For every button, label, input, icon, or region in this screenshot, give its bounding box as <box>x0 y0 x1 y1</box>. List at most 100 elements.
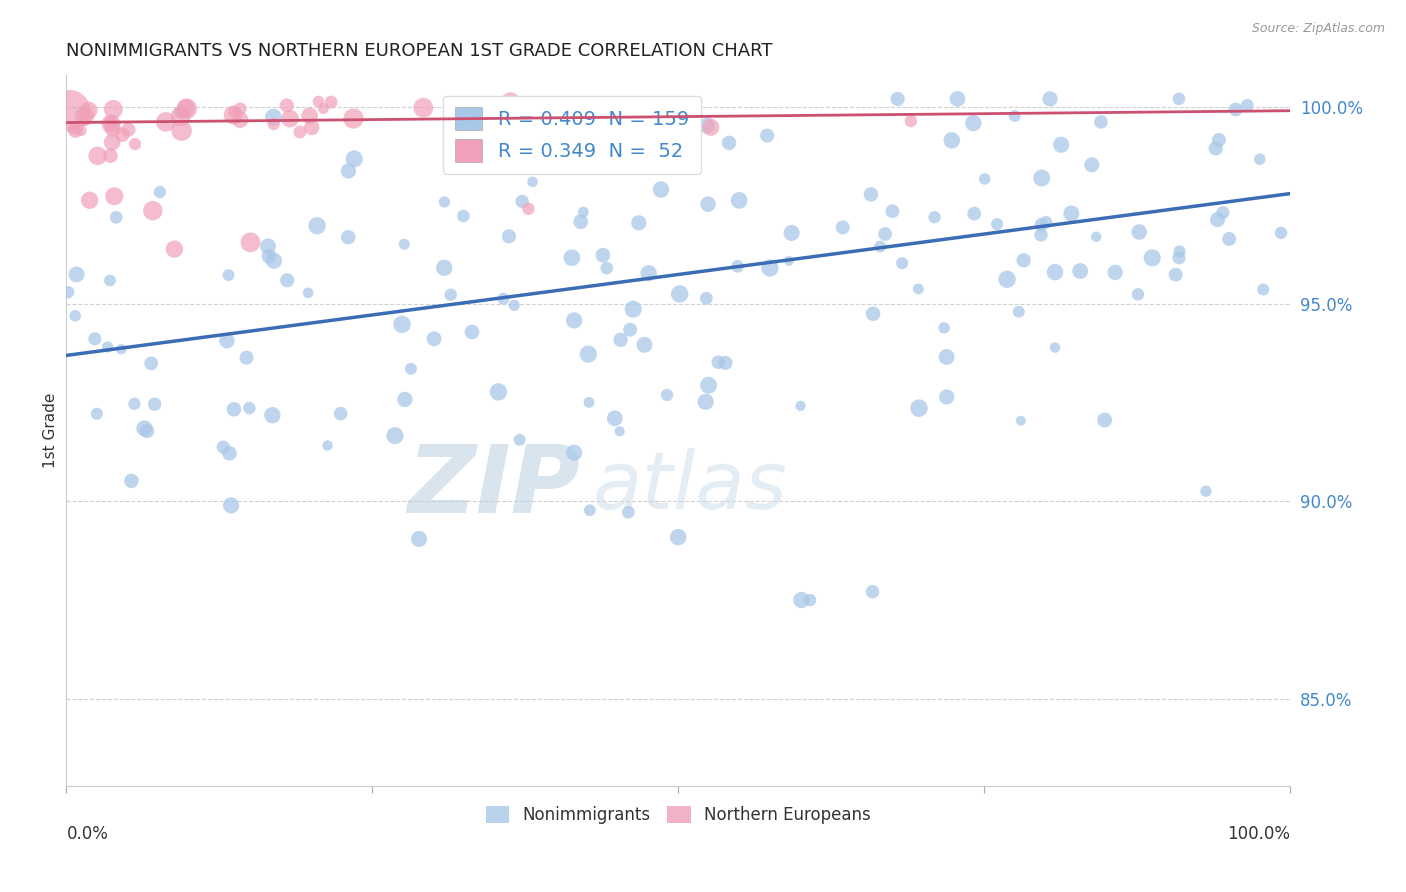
Point <box>603 411 626 425</box>
Point <box>1008 304 1031 318</box>
Point <box>224 105 246 120</box>
Point <box>621 119 644 133</box>
Point <box>1031 218 1053 232</box>
Point <box>627 216 650 230</box>
Point <box>170 123 193 137</box>
Point <box>934 321 956 335</box>
Point <box>1010 414 1032 428</box>
Point <box>172 107 194 121</box>
Point <box>298 109 321 123</box>
Point <box>215 334 238 348</box>
Point <box>307 95 329 109</box>
Point <box>142 203 165 218</box>
Point <box>1168 244 1191 259</box>
Legend: Nonimmigrants, Northern Europeans: Nonimmigrants, Northern Europeans <box>479 799 877 830</box>
Point <box>433 260 456 275</box>
Point <box>1164 268 1187 282</box>
Point <box>73 113 96 128</box>
Point <box>530 103 553 118</box>
Point <box>297 285 319 300</box>
Point <box>924 210 946 224</box>
Point <box>995 272 1018 286</box>
Point <box>1081 158 1104 172</box>
Point <box>655 388 678 402</box>
Point <box>1168 92 1191 106</box>
Point <box>697 197 720 211</box>
Point <box>312 102 335 116</box>
Text: ZIP: ZIP <box>408 442 581 533</box>
Text: 0.0%: 0.0% <box>66 824 108 843</box>
Point <box>65 268 87 282</box>
Point <box>262 110 284 124</box>
Point <box>257 239 280 253</box>
Point <box>510 194 533 209</box>
Point <box>728 194 751 208</box>
Point <box>342 112 364 126</box>
Point <box>640 144 662 158</box>
Point <box>212 440 235 454</box>
Point <box>576 347 599 361</box>
Point <box>169 109 191 123</box>
Point <box>650 182 672 196</box>
Point <box>869 239 891 253</box>
Point <box>633 338 655 352</box>
Point <box>1270 226 1292 240</box>
Point <box>399 361 422 376</box>
Point <box>561 251 583 265</box>
Point <box>1205 141 1227 155</box>
Point <box>134 421 156 435</box>
Point <box>790 593 813 607</box>
Point <box>1195 484 1218 499</box>
Point <box>1225 103 1247 117</box>
Point <box>219 499 242 513</box>
Point <box>1094 413 1116 427</box>
Point <box>935 350 957 364</box>
Point <box>100 116 122 130</box>
Point <box>1060 206 1083 220</box>
Text: 100.0%: 100.0% <box>1227 824 1291 843</box>
Point <box>1126 287 1149 301</box>
Point <box>101 135 124 149</box>
Point <box>103 189 125 203</box>
Point <box>412 101 434 115</box>
Point <box>569 215 592 229</box>
Point <box>619 323 641 337</box>
Point <box>494 106 516 120</box>
Point <box>714 356 737 370</box>
Point <box>174 101 197 115</box>
Point <box>307 219 329 233</box>
Point <box>100 117 122 131</box>
Point <box>986 217 1008 231</box>
Point <box>1012 253 1035 268</box>
Point <box>239 235 262 250</box>
Point <box>509 433 531 447</box>
Point <box>98 273 121 287</box>
Point <box>562 313 585 327</box>
Point <box>238 401 260 415</box>
Point <box>789 399 811 413</box>
Point <box>1043 265 1066 279</box>
Point <box>440 287 463 301</box>
Point <box>77 103 100 118</box>
Point <box>1128 225 1150 239</box>
Point <box>121 474 143 488</box>
Y-axis label: 1st Grade: 1st Grade <box>44 392 58 468</box>
Point <box>1206 212 1229 227</box>
Point <box>105 211 128 225</box>
Point <box>759 260 782 275</box>
Point <box>63 121 86 136</box>
Point <box>875 227 897 241</box>
Point <box>453 209 475 223</box>
Point <box>517 202 540 216</box>
Point <box>394 237 416 252</box>
Point <box>1039 92 1062 106</box>
Text: Source: ZipAtlas.com: Source: ZipAtlas.com <box>1251 22 1385 36</box>
Point <box>149 185 172 199</box>
Point <box>780 226 803 240</box>
Point <box>1090 115 1112 129</box>
Point <box>973 172 995 186</box>
Point <box>263 117 285 131</box>
Point <box>510 110 533 124</box>
Point <box>263 253 285 268</box>
Point <box>1236 98 1258 112</box>
